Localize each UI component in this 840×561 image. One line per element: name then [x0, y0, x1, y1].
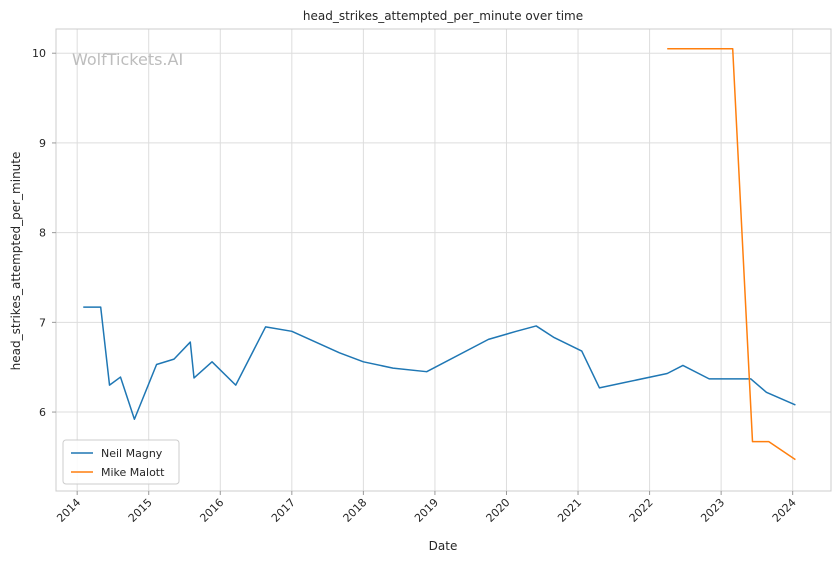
- y-tick-label: 6: [39, 406, 46, 419]
- grid-lines: [56, 29, 831, 491]
- y-tick-label: 10: [32, 47, 46, 60]
- x-tick-label: 2017: [269, 496, 298, 525]
- x-tick-label: 2023: [698, 496, 727, 525]
- y-tick-label: 9: [39, 137, 46, 150]
- y-tick-labels: 6 7 8 9 10: [32, 47, 56, 419]
- legend-box: [62, 439, 180, 485]
- y-tick-label: 7: [39, 316, 46, 329]
- x-tick-label: 2024: [770, 496, 799, 525]
- x-tick-labels: 2014 2015 2016 2017 2018 2019 2020 2021 2022 2023…: [54, 491, 799, 525]
- x-axis-label: Date: [429, 539, 458, 553]
- y-tick-label: 8: [39, 227, 46, 240]
- x-tick-label: 2021: [555, 496, 584, 525]
- x-tick-label: 2016: [197, 496, 226, 525]
- x-tick-label: 2015: [126, 496, 155, 525]
- x-tick-label: 2020: [484, 496, 513, 525]
- series-line-0: [83, 306, 796, 420]
- series-line-1: [667, 47, 796, 461]
- watermark-text: WolfTickets.AI: [72, 50, 183, 69]
- chart-title: head_strikes_attempted_per_minute over t…: [303, 9, 583, 23]
- y-axis-label: head_strikes_attempted_per_minute: [9, 152, 23, 371]
- legend-label: Neil Magny: [101, 447, 163, 460]
- series-lines: [83, 47, 796, 461]
- plot-frame: [55, 28, 832, 492]
- x-tick-label: 2018: [341, 496, 370, 525]
- legend: Neil Magny Mike Malott: [62, 439, 180, 485]
- x-tick-label: 2019: [412, 496, 441, 525]
- x-tick-label: 2014: [54, 496, 83, 525]
- x-tick-label: 2022: [627, 496, 656, 525]
- watermark: WolfTickets.AI: [72, 50, 183, 69]
- legend-label: Mike Malott: [101, 466, 165, 479]
